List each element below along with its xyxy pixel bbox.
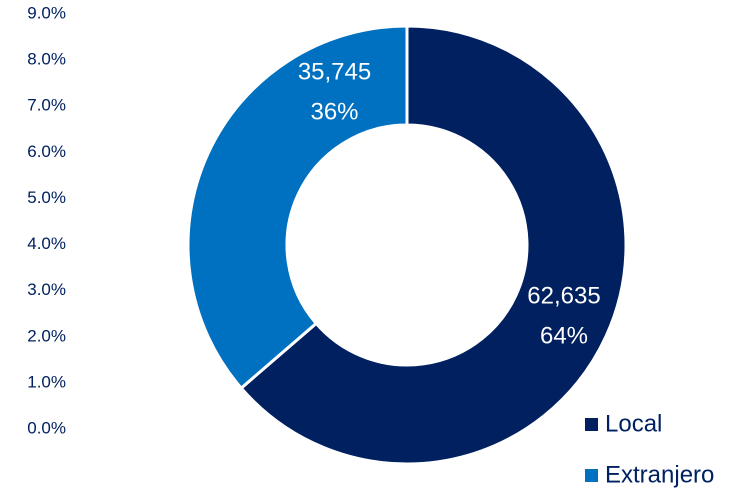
slice-local (239, 24, 628, 466)
y-tick-label: 7.0% (27, 96, 66, 115)
y-tick-label: 8.0% (27, 50, 66, 69)
y-axis: 0.0% 1.0% 2.0% 3.0% 4.0% 5.0% 6.0% 7.0% 8.0% 9.0% (27, 3, 66, 437)
y-tick-label: 3.0% (27, 280, 66, 299)
legend-swatch-local (585, 418, 598, 431)
legend: Local Extranjero (585, 410, 714, 488)
y-tick-label: 9.0% (27, 3, 66, 22)
legend-label-extranjero: Extranjero (605, 461, 714, 488)
y-tick-label: 5.0% (27, 188, 66, 207)
y-tick-label: 4.0% (27, 234, 66, 253)
slice-percent-label: 36% (310, 99, 358, 126)
slice-percent-label: 64% (540, 322, 588, 349)
y-tick-label: 2.0% (27, 326, 66, 345)
y-tick-label: 0.0% (27, 418, 66, 437)
donut-slices (186, 24, 628, 466)
y-tick-label: 1.0% (27, 372, 66, 391)
legend-label-local: Local (605, 410, 662, 437)
y-tick-label: 6.0% (27, 142, 66, 161)
slice-value-label: 35,745 (298, 59, 371, 86)
legend-swatch-extranjero (585, 469, 598, 482)
slice-labels: 62,635 64% 35,745 36% (298, 59, 601, 350)
slice-extranjero (186, 24, 409, 391)
slice-value-label: 62,635 (527, 282, 600, 309)
